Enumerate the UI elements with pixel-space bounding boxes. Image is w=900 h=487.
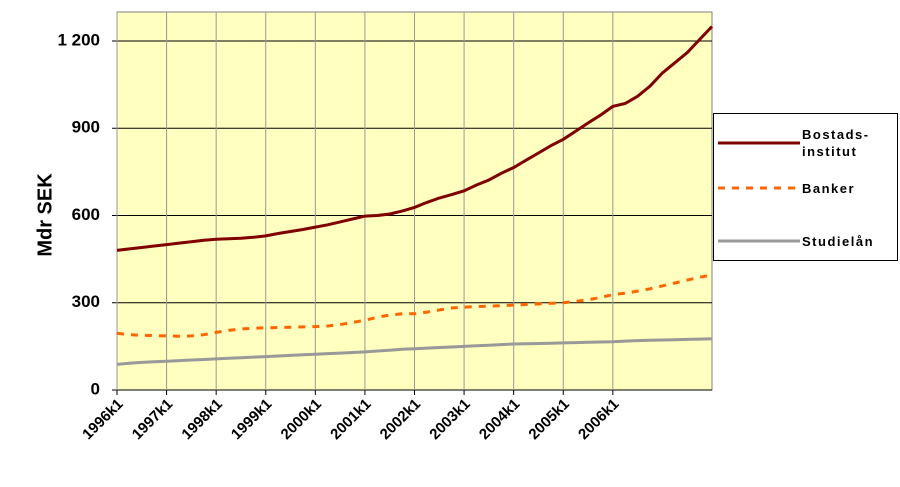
legend: Bostads- institut Banker Studielån (713, 113, 898, 261)
x-tick-label: 1997k1 (129, 396, 176, 443)
series-line (116, 25, 714, 252)
legend-item: Bostads- institut (714, 126, 870, 160)
series-line (116, 337, 713, 366)
series-line (116, 273, 713, 338)
legend-swatch (718, 141, 800, 145)
y-tick-label: 900 (72, 118, 100, 137)
x-tick-label: 2006k1 (575, 396, 622, 443)
x-tick-label: 1998k1 (178, 396, 225, 443)
y-tick-label: 600 (72, 205, 100, 224)
legend-label: Banker (802, 180, 856, 196)
legend-swatch (718, 186, 800, 190)
x-tick-label: 2001k1 (327, 396, 374, 443)
x-tick-label: 1996k1 (79, 396, 126, 443)
legend-label: Bostads- institut (802, 127, 870, 159)
x-tick-label: 2002k1 (377, 396, 424, 443)
y-axis-label: Mdr SEK (34, 173, 56, 257)
legend-item: Banker (714, 178, 855, 198)
x-tick-label: 1999k1 (228, 396, 275, 443)
legend-swatch (718, 239, 800, 243)
y-tick-label: 300 (72, 292, 100, 311)
x-tick-label: 2000k1 (278, 396, 325, 443)
x-tick-label: 2004k1 (476, 396, 523, 443)
legend-item: Studielån (714, 231, 874, 251)
legend-label: Studielån (802, 233, 875, 249)
x-tick-label: 2005k1 (525, 396, 572, 443)
y-tick-label: 1 200 (57, 30, 100, 49)
x-tick-label: 2003k1 (426, 396, 473, 443)
y-tick-label: 0 (91, 379, 100, 398)
